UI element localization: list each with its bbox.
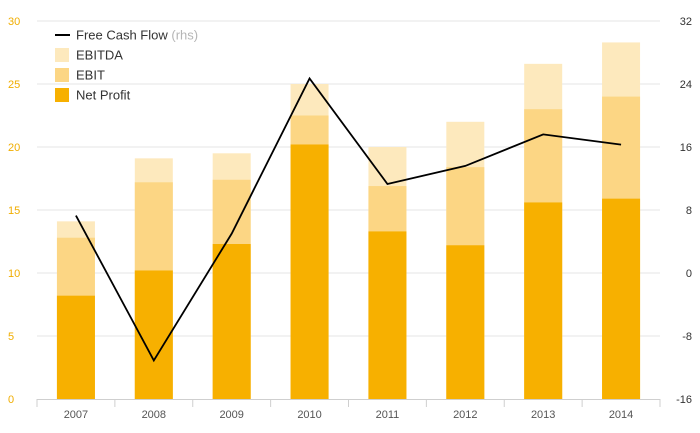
legend-label-free-cash-flow: Free Cash Flow (rhs): [76, 28, 198, 43]
x-tick-label: 2008: [142, 409, 166, 421]
bar-net-profit: [446, 245, 485, 399]
legend: Free Cash Flow (rhs) EBITDA EBIT Net Profit: [55, 28, 198, 103]
y-right-tick-label: -16: [676, 394, 692, 406]
legend-label-ebitda: EBITDA: [76, 48, 123, 63]
x-tick-label: 2007: [64, 409, 88, 421]
x-tick-label: 2014: [609, 409, 633, 421]
y-right-tick-label: 0: [686, 268, 692, 280]
y-left-tick-label: 5: [8, 331, 14, 343]
y-right-tick-label: 8: [686, 205, 692, 217]
bar-net-profit: [602, 198, 641, 399]
y-right-tick-label: 16: [680, 142, 692, 154]
legend-swatch-ebitda: [55, 48, 69, 62]
y-left-tick-label: 10: [8, 268, 20, 280]
grid-layer: [37, 20, 660, 337]
y-right-tick-label: 32: [680, 16, 692, 28]
line-layer: [75, 76, 622, 363]
x-tick-label: 2009: [219, 409, 243, 421]
legend-swatch-net-profit: [55, 88, 69, 102]
y-left-tick-label: 20: [8, 142, 20, 154]
x-tick-label: 2013: [531, 409, 555, 421]
bar-net-profit: [134, 270, 173, 399]
y-right-tick-label: -8: [682, 331, 692, 343]
y-left-tick-label: 30: [8, 16, 20, 28]
legend-label-ebit: EBIT: [76, 68, 105, 83]
axis-layer: 0 -16 5 -8 10 0 15 8 20 16 25 24 30 32 2007 2008 2009 201…: [8, 16, 692, 421]
y-right-tick-label: 24: [680, 79, 692, 91]
legend-label-net-profit: Net Profit: [76, 88, 131, 103]
bar-net-profit: [212, 244, 251, 399]
bar-net-profit: [290, 144, 329, 399]
x-tick-label: 2010: [297, 409, 321, 421]
x-tick-label: 2012: [453, 409, 477, 421]
bar-net-profit: [524, 202, 563, 399]
y-left-tick-label: 15: [8, 205, 20, 217]
x-tick-label: 2011: [376, 409, 400, 421]
bar-layer: [56, 42, 641, 400]
legend-suffix: (rhs): [168, 28, 198, 43]
y-left-tick-label: 25: [8, 79, 20, 91]
bar-net-profit: [56, 295, 95, 399]
y-left-tick-label: 0: [8, 394, 14, 406]
bar-net-profit: [368, 231, 407, 399]
legend-swatch-ebit: [55, 68, 69, 82]
series-line-free-cash-flow: [75, 76, 622, 363]
